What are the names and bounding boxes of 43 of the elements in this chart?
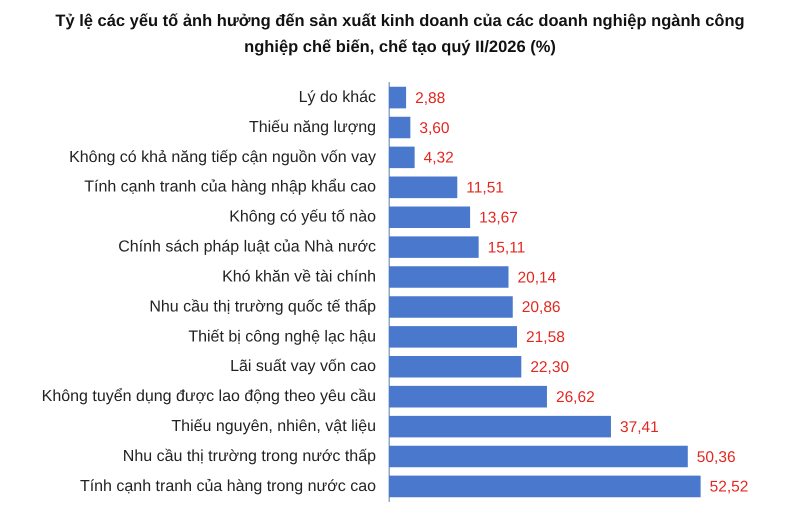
y-tick-label: Khó khăn về tài chính (222, 268, 376, 286)
bar (389, 266, 508, 288)
y-tick-label: Nhu cầu thị trường trong nước thấp (122, 448, 376, 465)
bar (389, 146, 415, 168)
y-tick-label: Thiếu năng lượng (248, 118, 376, 136)
y-tick-label: Không có khả năng tiếp cận nguồn vốn vay (69, 148, 376, 166)
y-tick-label: Chính sách pháp luật của Nhà nước (118, 238, 376, 256)
data-label: 22,30 (530, 359, 570, 376)
y-tick-label: Thiết bị công nghệ lạc hậu (188, 328, 376, 346)
data-label: 13,67 (479, 209, 518, 226)
y-tick-label: Lý do khác (298, 88, 376, 106)
bar (389, 206, 470, 228)
y-tick-label: Nhu cầu thị trường quốc tế thấp (149, 298, 376, 316)
bar (389, 116, 410, 138)
data-label: 2,88 (415, 90, 446, 107)
bar (389, 176, 458, 198)
data-label: 37,41 (620, 418, 659, 436)
data-label: 3,60 (419, 120, 450, 137)
y-tick-label: Tính cạnh tranh của hàng trong nước cao (80, 478, 376, 495)
bar (389, 326, 518, 348)
bar (389, 446, 688, 468)
data-label: 11,51 (466, 180, 504, 197)
bar (389, 356, 522, 378)
data-label: 21,58 (526, 329, 565, 346)
chart-title: Tỷ lệ các yếu tố ảnh hưởng đến sản xuất kinh doanh của các doanh nghiệp ngành công nghiệp chế biến, chế tạo quý II/2026 (%) (54, 11, 746, 58)
y-tick-label: Lãi suất vay vốn cao (230, 358, 376, 376)
data-label: 4,32 (424, 150, 454, 167)
y-tick-label: Không có yếu tố nào (229, 208, 376, 226)
bar (389, 386, 547, 408)
y-tick-label: Thiếu nguyên, nhiên, vật liệu (171, 418, 376, 436)
bar (389, 236, 479, 258)
data-label: 20,14 (517, 269, 557, 286)
data-label: 50,36 (696, 448, 736, 466)
y-tick-label: Không tuyển dụng được lao động theo yêu cầu (42, 388, 376, 406)
bar (389, 476, 701, 498)
bar (389, 296, 513, 318)
data-label: 20,86 (522, 299, 561, 316)
data-label: 15,11 (488, 239, 526, 256)
bar (389, 86, 406, 108)
data-label: 52,52 (710, 478, 748, 496)
bar (389, 416, 611, 438)
data-label: 26,62 (556, 388, 595, 406)
y-tick-label: Tính cạnh tranh của hàng nhập khẩu cao (84, 178, 376, 196)
